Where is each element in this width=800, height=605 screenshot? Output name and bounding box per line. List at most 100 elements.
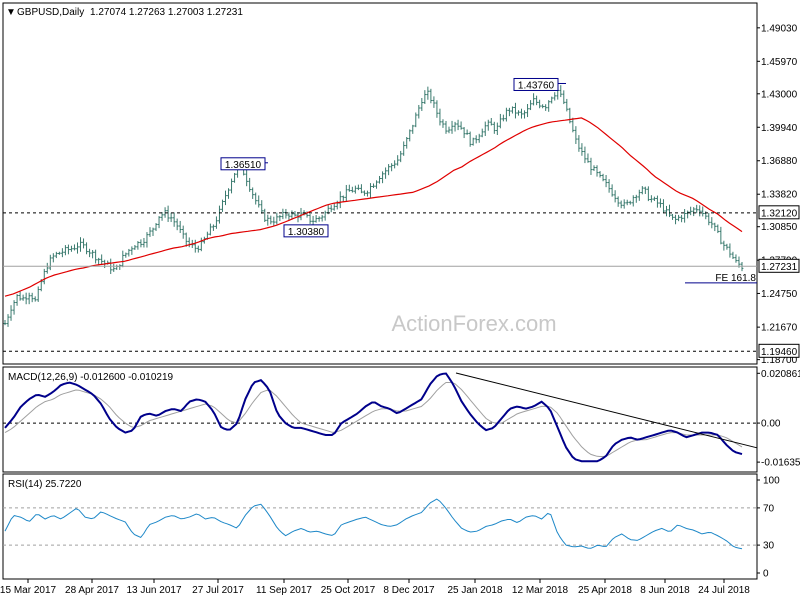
x-axis-label: 28 Apr 2017	[65, 585, 119, 596]
price-bar	[151, 227, 155, 236]
price-bar	[408, 129, 412, 142]
price-bar	[136, 241, 140, 250]
price-bar	[465, 129, 469, 135]
price-bar	[287, 212, 291, 221]
price-bar	[441, 119, 445, 128]
price-bar	[157, 216, 161, 229]
price-bar	[127, 248, 131, 257]
price-bar	[637, 189, 641, 201]
price-axis-label: 1.21670	[761, 323, 798, 334]
price-bar	[227, 188, 230, 199]
price-bar	[529, 100, 532, 111]
macd-layer	[3, 372, 758, 463]
price-bar	[187, 237, 191, 248]
price-bar	[692, 207, 696, 217]
price-bar	[88, 248, 91, 258]
price-bar	[601, 173, 605, 182]
price-bar	[719, 226, 723, 245]
price-bar	[6, 314, 10, 327]
price-bar	[622, 199, 626, 209]
price-bar	[598, 171, 602, 178]
price-bar	[91, 250, 94, 259]
price-bar	[610, 184, 614, 197]
price-bar	[571, 117, 575, 133]
price-bar	[347, 184, 351, 192]
price-bar	[689, 206, 693, 216]
price-bar	[133, 245, 137, 250]
price-bar	[453, 121, 457, 132]
price-bar	[411, 124, 415, 134]
price-bar	[695, 204, 699, 214]
price-bar	[665, 205, 668, 217]
price-bar	[716, 224, 720, 234]
price-axis-label: 1.39940	[761, 123, 798, 134]
price-bar	[148, 227, 152, 237]
price-bar	[393, 160, 397, 169]
x-axis-label: 25 Jan 2018	[447, 585, 502, 596]
price-panel-frame	[2, 2, 758, 365]
price-bar	[574, 126, 578, 144]
price-bar	[51, 253, 55, 263]
price-bar	[568, 107, 572, 124]
price-bar	[356, 184, 360, 191]
price-bar	[320, 214, 324, 222]
price-bar	[399, 150, 403, 163]
price-bar	[505, 107, 508, 122]
price-bar	[668, 204, 671, 218]
price-bar	[547, 100, 551, 112]
price-bar	[550, 96, 554, 104]
price-bar	[42, 268, 46, 285]
macd-title: MACD(12,26,9) -0.012600 -0.010219	[8, 372, 174, 383]
price-bar	[384, 167, 387, 179]
price-bar	[230, 178, 233, 194]
price-bar	[314, 215, 318, 223]
price-bar	[646, 186, 650, 202]
price-axis-label: 1.43000	[761, 89, 798, 100]
price-bar	[459, 121, 463, 130]
trough-label-130380-box	[283, 224, 329, 238]
price-bar	[329, 205, 333, 213]
price-bar	[653, 196, 656, 202]
price-bar	[245, 169, 249, 187]
axis-box-13212-text: 1.32120	[761, 208, 798, 219]
price-bar	[121, 250, 125, 268]
price-bar	[701, 206, 705, 217]
x-axis-label: 25 Oct 2017	[321, 585, 376, 596]
price-bar	[514, 102, 517, 119]
price-bar	[97, 257, 101, 266]
axis-box-127231-box	[758, 258, 800, 273]
price-bar	[462, 127, 466, 139]
macd-panel-frame	[2, 366, 758, 473]
price-bar	[640, 186, 644, 195]
price-layer: FE 161.8 1.36510 1.30380 1.43760	[3, 77, 757, 352]
price-bar	[248, 177, 252, 192]
price-bar	[450, 120, 454, 134]
price-bar	[562, 90, 566, 105]
price-bar	[559, 85, 563, 98]
price-bar	[30, 292, 34, 303]
price-bar	[154, 223, 158, 231]
price-bar	[221, 199, 224, 212]
price-bar	[254, 192, 258, 205]
price-bar	[341, 195, 345, 203]
price-bar	[215, 216, 218, 229]
macd-trendline	[455, 372, 758, 449]
price-bar	[199, 237, 203, 252]
price-bar	[94, 249, 98, 264]
price-bar	[423, 90, 427, 105]
price-bar	[628, 200, 632, 205]
rsi-axis-label: 30	[763, 541, 775, 552]
price-bar	[290, 210, 294, 220]
price-bar	[683, 209, 687, 223]
price-bar	[544, 104, 548, 111]
rsi-axis-label: 70	[763, 503, 775, 514]
price-bar	[535, 95, 539, 106]
axis-layer: 1.49030 1.45970 1.43000 1.39940 1.36880 1.338…	[0, 23, 800, 596]
rsi-layer	[3, 498, 757, 550]
price-bar	[402, 141, 406, 156]
price-bar	[589, 157, 593, 175]
price-bar	[218, 205, 221, 224]
price-bar	[616, 196, 620, 207]
price-bar	[27, 292, 31, 305]
